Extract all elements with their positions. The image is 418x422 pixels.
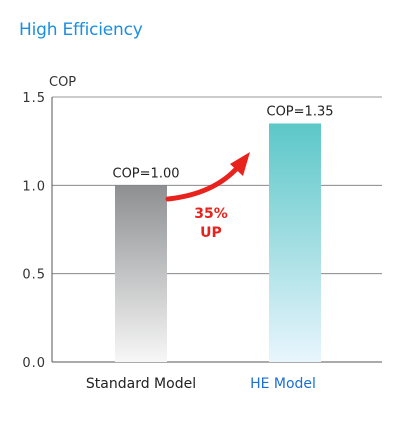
page-title: High Efficiency	[19, 20, 143, 40]
increase-arrowhead	[230, 152, 250, 176]
bar-standard-model	[115, 185, 167, 362]
bar-value-label: COP=1.35	[267, 105, 334, 120]
y-tick-label: 0.5	[22, 268, 46, 283]
annotation: 35% UP	[165, 152, 250, 241]
bar-value-label: COP=1.00	[113, 166, 180, 181]
y-tick-label: 0.0	[22, 356, 46, 371]
y-axis-label: COP	[49, 75, 76, 90]
y-tick-label: 1.5	[22, 91, 46, 106]
bar-he-model	[269, 123, 321, 362]
annotation-text: 35%	[194, 206, 228, 222]
x-category-label: HE Model	[250, 376, 316, 392]
chart-axes	[51, 97, 382, 363]
annotation-text: UP	[200, 225, 222, 241]
increase-arrow	[165, 164, 241, 202]
x-category-label: Standard Model	[86, 376, 196, 392]
bars	[115, 123, 321, 362]
y-tick-label: 1.0	[22, 179, 46, 194]
